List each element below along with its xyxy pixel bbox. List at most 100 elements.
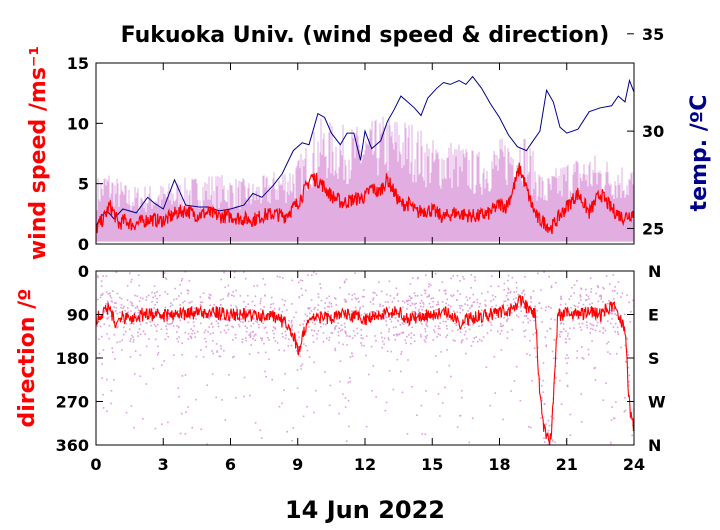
direction-point: [306, 405, 308, 408]
direction-point: [212, 332, 214, 334]
direction-point: [542, 391, 545, 393]
direction-point: [606, 342, 608, 345]
direction-point: [594, 329, 597, 332]
direction-point: [582, 303, 585, 306]
direction-point: [296, 369, 299, 371]
direction-point: [219, 355, 222, 358]
direction-point: [345, 299, 347, 301]
direction-point: [519, 306, 522, 309]
direction-point: [380, 332, 382, 334]
direction-point: [471, 417, 474, 420]
direction-point: [422, 306, 425, 308]
direction-point: [550, 328, 552, 330]
date-label: 14 Jun 2022: [285, 496, 445, 524]
direction-point: [330, 332, 333, 334]
direction-point: [137, 309, 140, 311]
direction-point: [260, 337, 262, 340]
direction-point: [179, 432, 182, 435]
direction-point: [610, 312, 612, 314]
direction-point: [154, 295, 157, 297]
direction-point: [406, 308, 408, 310]
direction-point: [524, 335, 526, 338]
direction-point: [400, 370, 402, 373]
direction-point: [592, 324, 595, 327]
direction-point: [437, 327, 440, 330]
direction-point: [600, 298, 602, 300]
direction-point: [105, 303, 107, 305]
direction-point: [199, 304, 202, 306]
direction-point: [523, 301, 526, 303]
direction-point: [225, 324, 227, 327]
direction-point: [616, 326, 619, 329]
direction-point: [441, 281, 444, 283]
direction-point: [406, 335, 408, 338]
direction-point: [227, 328, 230, 331]
direction-point: [199, 301, 202, 304]
direction-point: [569, 434, 572, 436]
direction-point: [244, 325, 247, 327]
direction-point: [459, 311, 461, 314]
direction-point: [245, 330, 248, 333]
direction-point: [623, 410, 626, 413]
direction-point: [291, 319, 293, 322]
direction-point: [385, 401, 388, 404]
direction-point: [208, 317, 210, 320]
direction-point: [407, 299, 410, 302]
direction-point: [395, 287, 398, 290]
direction-point: [383, 317, 385, 320]
direction-point: [605, 275, 608, 277]
direction-point: [589, 332, 592, 334]
direction-point: [98, 321, 100, 323]
direction-point: [508, 288, 510, 291]
direction-point: [542, 379, 544, 382]
direction-point: [388, 330, 390, 333]
direction-point: [560, 322, 562, 324]
direction-point: [123, 326, 125, 329]
direction-point: [187, 332, 190, 335]
direction-point: [235, 397, 237, 399]
direction-point: [181, 279, 183, 282]
direction-point: [591, 340, 593, 342]
direction-point: [486, 332, 489, 334]
direction-point: [437, 303, 440, 305]
direction-point: [278, 307, 281, 310]
direction-point: [137, 274, 140, 276]
direction-point: [434, 273, 437, 275]
direction-point: [538, 302, 541, 304]
direction-point: [507, 299, 510, 301]
direction-point: [148, 338, 150, 340]
direction-point: [317, 304, 320, 306]
direction-point: [484, 303, 486, 306]
direction-point: [152, 367, 155, 370]
direction-point: [129, 328, 131, 330]
direction-point: [388, 306, 390, 309]
direction-point: [428, 285, 430, 288]
direction-point: [568, 338, 571, 340]
direction-point: [178, 295, 180, 297]
temperature-line: [96, 75, 634, 227]
direction-point: [525, 314, 528, 317]
direction-point: [381, 347, 383, 349]
direction-point: [262, 278, 265, 280]
direction-point: [368, 373, 370, 376]
direction-point: [388, 280, 391, 283]
direction-point: [363, 296, 365, 298]
y2-tick-label: 30: [642, 122, 664, 141]
direction-point: [317, 330, 320, 332]
direction-point: [596, 321, 599, 324]
direction-point: [281, 332, 284, 335]
direction-point: [358, 300, 360, 303]
direction-point: [223, 349, 225, 352]
direction-point: [441, 301, 444, 303]
direction-point: [258, 323, 260, 326]
direction-point: [459, 293, 462, 295]
direction-point: [311, 329, 313, 331]
direction-point: [167, 309, 170, 311]
direction-point: [492, 294, 494, 297]
direction-point: [184, 331, 187, 334]
direction-point: [447, 318, 449, 320]
direction-point: [286, 430, 288, 433]
direction-point: [536, 316, 538, 318]
direction-point: [469, 324, 471, 326]
